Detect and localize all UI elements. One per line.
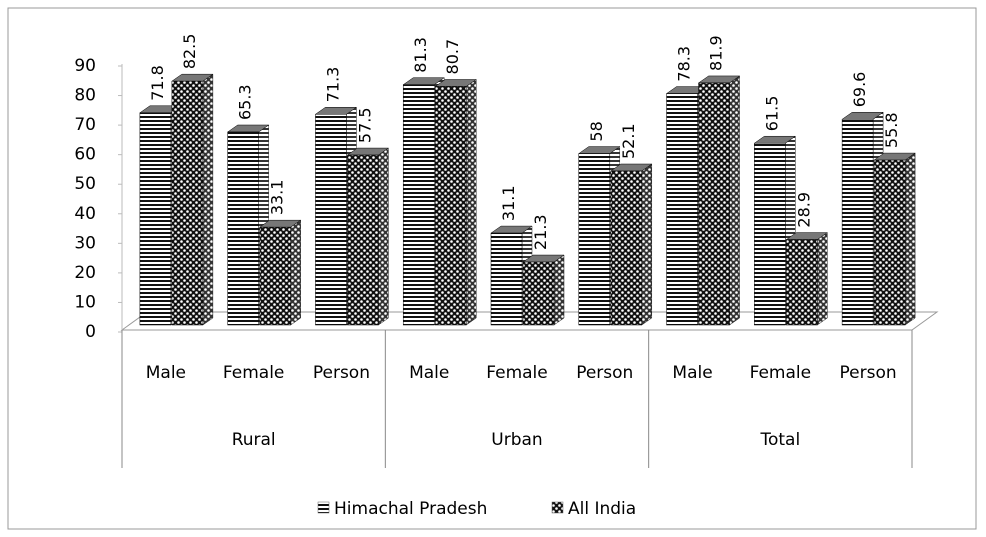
y-tick-label: 70 — [74, 115, 96, 135]
legend-label: All India — [568, 499, 636, 519]
bar-side — [553, 254, 565, 326]
value-label: 58 — [587, 121, 606, 141]
y-tick-label: 20 — [74, 263, 96, 283]
value-label: 78.3 — [675, 46, 694, 82]
bar-front — [666, 93, 698, 326]
group-label: Urban — [491, 430, 542, 450]
bar-front — [841, 119, 874, 326]
bar — [609, 163, 653, 326]
bar-front — [698, 82, 730, 326]
bar-front — [522, 261, 555, 326]
x-tick-label: Female — [486, 363, 547, 383]
bar-front — [490, 232, 523, 326]
value-label: 71.3 — [323, 67, 342, 103]
value-label: 21.3 — [531, 214, 550, 250]
bar — [873, 152, 916, 326]
y-tick-label: 90 — [74, 56, 96, 76]
x-tick-label: Person — [840, 363, 897, 383]
y-tick-label: 50 — [74, 174, 96, 194]
bar — [258, 219, 302, 326]
y-tick-label: 80 — [74, 86, 96, 106]
bar-front — [259, 226, 291, 326]
bar-front — [786, 239, 818, 326]
value-label: 31.1 — [499, 185, 518, 221]
group-label: Total — [759, 430, 800, 450]
y-tick-label: 30 — [74, 233, 96, 253]
legend-label: Himachal Pradesh — [334, 499, 487, 519]
bar-side — [378, 147, 389, 326]
x-tick-label: Male — [409, 363, 449, 383]
value-label: 55.8 — [882, 112, 901, 148]
bar-side — [465, 79, 477, 326]
bar-side — [729, 75, 740, 326]
bar-side — [641, 163, 653, 326]
y-tick-label: 0 — [85, 322, 96, 342]
value-label: 57.5 — [355, 107, 374, 143]
bar-front — [402, 84, 435, 326]
group-label: Rural — [232, 430, 276, 450]
bar-front — [754, 142, 786, 326]
bar-front — [610, 170, 643, 326]
value-label: 81.3 — [411, 37, 430, 73]
y-tick-label: 60 — [74, 145, 96, 165]
x-tick-label: Male — [672, 363, 712, 383]
bar-front — [873, 159, 906, 326]
value-label: 33.1 — [268, 180, 287, 216]
y-tick-label: 40 — [74, 204, 96, 224]
bar — [697, 75, 741, 326]
bar-front — [139, 112, 172, 326]
x-tick-label: Male — [146, 363, 186, 383]
bar-front — [315, 114, 347, 326]
bar-front — [347, 154, 379, 326]
bar — [785, 232, 829, 326]
bar-side — [202, 73, 214, 326]
bar — [434, 79, 478, 326]
bar-front — [434, 86, 467, 326]
value-label: 61.5 — [762, 96, 781, 132]
bar — [171, 73, 214, 326]
x-tick-label: Female — [223, 363, 284, 383]
x-tick-label: Female — [750, 363, 811, 383]
legend-swatch — [317, 501, 330, 514]
bar-side — [290, 219, 301, 326]
value-label: 80.7 — [443, 39, 462, 75]
x-tick-label: Person — [313, 363, 370, 383]
legend-swatch — [551, 501, 564, 514]
value-label: 81.9 — [707, 35, 726, 71]
bar — [346, 147, 390, 326]
value-label: 52.1 — [619, 123, 638, 159]
bar-front — [171, 80, 204, 326]
bar-side — [904, 152, 916, 326]
y-tick-label: 10 — [74, 292, 96, 312]
value-label: 69.6 — [850, 72, 869, 108]
bar-front — [227, 131, 259, 326]
value-label: 82.5 — [180, 34, 199, 70]
x-tick-label: Person — [576, 363, 633, 383]
value-label: 65.3 — [236, 84, 255, 120]
bar-front — [578, 153, 611, 326]
bar — [522, 254, 565, 326]
bar-side — [817, 232, 828, 326]
value-label: 28.9 — [794, 192, 813, 228]
value-label: 71.8 — [148, 65, 167, 101]
chart-border — [7, 7, 977, 530]
